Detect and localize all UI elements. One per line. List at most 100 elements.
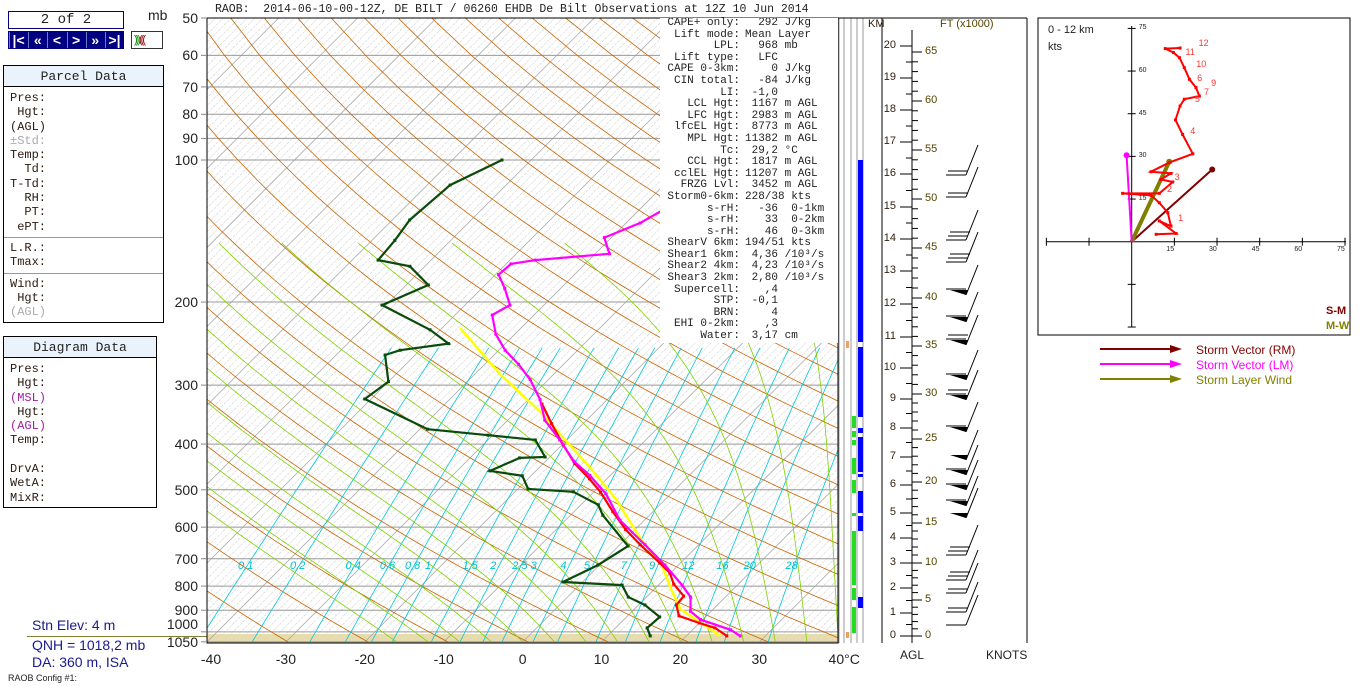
- panel-row: Hgt:: [10, 105, 47, 120]
- panel-row: DrvA:: [10, 462, 47, 477]
- legend-lm: Storm Vector (LM): [1196, 358, 1294, 372]
- first-page-button[interactable]: |<: [9, 32, 28, 48]
- dry-adiabat: [207, 398, 609, 643]
- km-tick-label: 0: [889, 629, 896, 641]
- hodo-height-label: 9: [1211, 77, 1217, 88]
- ft-tick-label: 30: [925, 387, 938, 399]
- mixing-ratio-label: 0,1: [238, 560, 254, 573]
- dewpoint-point: [520, 474, 524, 478]
- wave-toggle-icon[interactable]: )))(((: [131, 31, 163, 49]
- temperature-point: [624, 528, 628, 532]
- vector-head: [1123, 152, 1130, 159]
- param-row: s-rH: 33 0-2km: [660, 214, 838, 227]
- temperature-point: [713, 626, 717, 630]
- isotherm: [222, 26, 838, 643]
- dry-adiabat: [207, 445, 529, 643]
- ft-tick-label: 20: [925, 475, 938, 487]
- mixing-ratio-line: [723, 359, 838, 642]
- mixing-ratio-label: 7: [620, 560, 627, 573]
- isotherm: [207, 18, 776, 588]
- isotherm: [207, 18, 287, 99]
- legend-arrow-icon: [1170, 360, 1182, 368]
- isotherm: [207, 18, 264, 75]
- dewpoint-point: [380, 303, 384, 307]
- dewpoint-point: [486, 433, 490, 437]
- virtual-point: [638, 221, 642, 225]
- param-value: 2983 m AGL: [745, 109, 818, 122]
- param-value: 2,80 /10³/s: [745, 272, 825, 285]
- moist-adiabat: [207, 401, 524, 643]
- pressure-tick-label: 1000: [166, 615, 198, 632]
- param-row: s-rH: -36 0-1km: [660, 203, 838, 216]
- moist-adiabat: [207, 460, 460, 643]
- param-value: -1,0: [745, 86, 779, 99]
- ft-tick-label: 45: [925, 241, 938, 253]
- param-row: CCL Hgt: 1817 m AGL: [660, 157, 838, 169]
- isotherm: [0, 18, 160, 642]
- param-value: 968 mb: [745, 40, 798, 53]
- temp-tick-label: -40: [200, 651, 222, 667]
- isotherm: [207, 18, 240, 51]
- dewpoint-point: [447, 342, 451, 346]
- param-label: LFC Hgt:: [687, 109, 740, 122]
- km-tick-label: 18: [883, 103, 896, 115]
- param-value: 4,23 /10³/s: [745, 260, 825, 273]
- param-label: LPL:: [713, 40, 740, 53]
- isotherm: [207, 18, 524, 335]
- next-page-button[interactable]: >: [66, 32, 85, 48]
- isotherm: [207, 18, 784, 596]
- agl-label: AGL: [900, 648, 925, 662]
- param-row: LFC Hgt: 2983 m AGL: [660, 109, 838, 123]
- param-value: 46 0-3km: [745, 225, 825, 238]
- hodo-x-tick-label: 15: [1166, 245, 1175, 253]
- temp-tick-label: 20: [672, 651, 689, 667]
- isotherm: [207, 18, 532, 343]
- km-tick-label: 14: [883, 232, 896, 244]
- hodograph-point: [1197, 94, 1201, 98]
- hodo-height-label: 12: [1198, 38, 1209, 49]
- isotherm: [207, 18, 224, 35]
- dewpoint-point: [386, 380, 390, 384]
- level-bar: [852, 416, 856, 428]
- isotherm: [207, 18, 666, 477]
- dewpoint-point: [645, 626, 649, 630]
- isotherm: [207, 18, 658, 469]
- panel-row: (AGL): [10, 419, 47, 434]
- wind-barb: [946, 369, 979, 401]
- prev-page-button[interactable]: <: [47, 32, 66, 48]
- temperature-point: [638, 543, 642, 547]
- next-fast-button[interactable]: »: [85, 32, 104, 48]
- dry-adiabat: [207, 78, 838, 515]
- panel-row: (AGL): [10, 305, 47, 320]
- param-value: 4,36 /10³/s: [745, 248, 825, 261]
- virtual-point: [490, 313, 494, 317]
- km-tick-label: 17: [883, 135, 896, 147]
- level-bar: [852, 458, 856, 474]
- mixing-ratio-line: [767, 448, 838, 642]
- dewpoint-point: [488, 469, 492, 473]
- mixing-ratio-line: [659, 347, 790, 642]
- page-nav: |< « < > » >|: [8, 31, 124, 49]
- isotherm: [207, 18, 745, 556]
- hodograph-point: [1159, 177, 1163, 181]
- hodograph-point: [1121, 191, 1125, 195]
- moist-adiabat: [207, 486, 429, 643]
- isotherm: [207, 18, 571, 383]
- knots-label: KNOTS: [986, 648, 1028, 662]
- mixing-ratio-label: 28: [785, 560, 798, 573]
- dewpoint-point: [408, 264, 412, 268]
- param-label: CCL Hgt:: [687, 156, 740, 169]
- param-row: s-rH: 46 0-3km: [660, 225, 838, 239]
- mixing-ratio-line: [391, 347, 561, 643]
- param-value: 3452 m AGL: [745, 179, 818, 192]
- isotherm: [0, 18, 10, 642]
- param-value: LFC: [745, 51, 779, 64]
- prev-fast-button[interactable]: «: [28, 32, 47, 48]
- param-label: Tc:: [720, 144, 740, 157]
- level-bar: [858, 437, 863, 472]
- hodo-height-label: 1: [1178, 213, 1184, 224]
- diagram-data-panel: Diagram Data Pres: Hgt: (MSL) Hgt: (AGL) Te…: [3, 336, 157, 508]
- last-page-button[interactable]: >|: [104, 32, 124, 48]
- virtual-point: [618, 518, 622, 522]
- dewpoint-point: [601, 513, 605, 517]
